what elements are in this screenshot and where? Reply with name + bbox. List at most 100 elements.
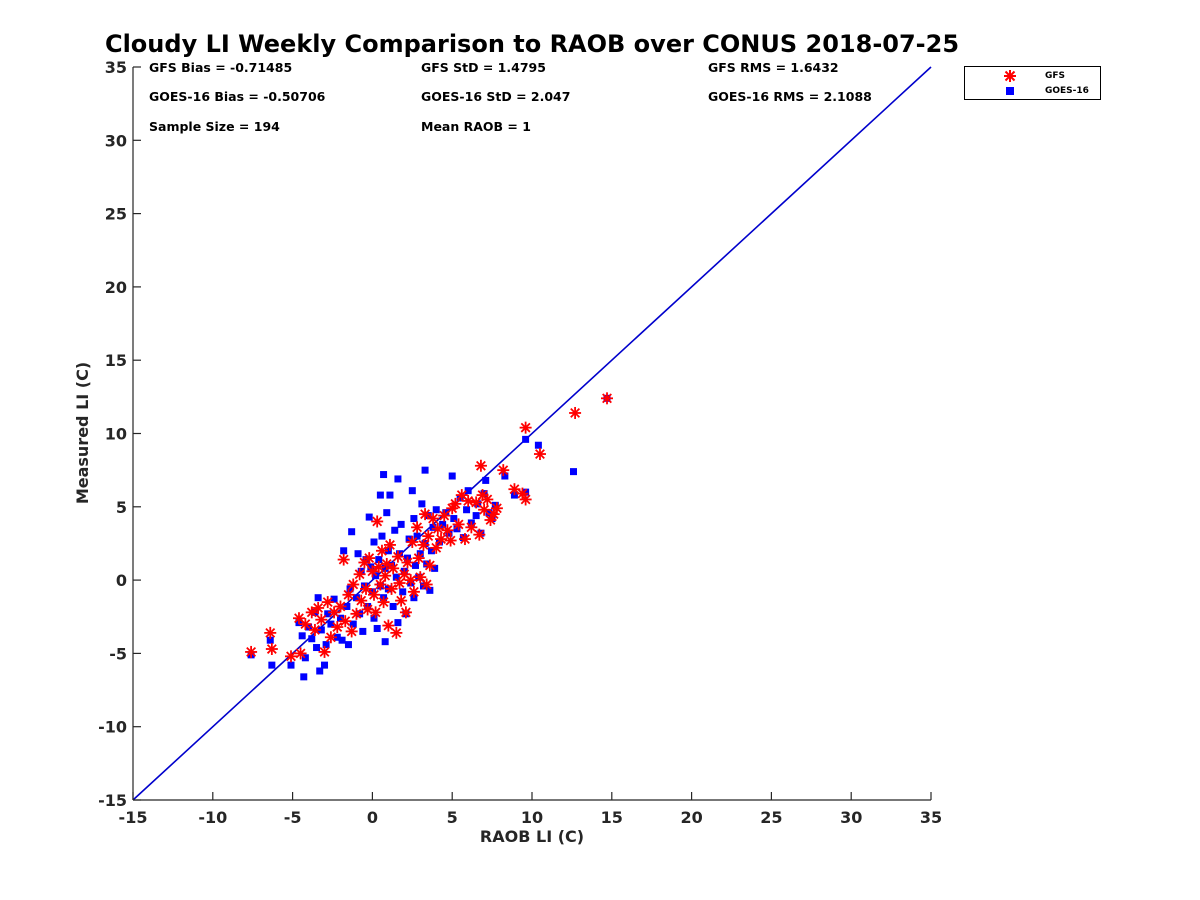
gfs-point [497, 464, 510, 477]
x-tick-label: 35 [920, 808, 942, 827]
gfs-point [519, 493, 532, 506]
square-marker-icon [1006, 87, 1014, 95]
gfs-point [245, 645, 258, 658]
goes16-point [336, 614, 344, 622]
x-tick-label: 10 [521, 808, 543, 827]
gfs-point [490, 502, 503, 515]
stat-mean-raob: Mean RAOB = 1 [421, 119, 531, 134]
y-axis-label: Measured LI (C) [73, 362, 92, 504]
goes16-point [391, 526, 399, 534]
gfs-point [455, 489, 468, 502]
gfs-point [305, 606, 318, 619]
gfs-point [337, 553, 350, 566]
gfs-point [419, 508, 432, 521]
goes16-point [381, 638, 389, 646]
goes16-point [378, 532, 386, 540]
gfs-point [369, 606, 382, 619]
gfs-point [363, 552, 376, 565]
goes16-point [313, 644, 321, 652]
gfs-point [324, 631, 337, 644]
gfs-point [411, 521, 424, 534]
gfs-point [371, 515, 384, 528]
gfs-point [345, 625, 358, 638]
goes16-point [375, 556, 383, 564]
goes16-point [266, 636, 274, 644]
stat-gfs-std: GFS StD = 1.4795 [421, 60, 546, 75]
gfs-point [458, 533, 471, 546]
gfs-point [417, 538, 430, 551]
gfs-point [435, 533, 448, 546]
goes16-point [287, 661, 295, 669]
gfs-point [481, 493, 494, 506]
gfs-point [474, 459, 487, 472]
legend-entry-goes16: GOES-16 [965, 84, 1100, 98]
goes16-point [448, 472, 456, 480]
goes16-point [314, 594, 322, 602]
gfs-point [383, 538, 396, 551]
stat-goes-std: GOES-16 StD = 2.047 [421, 89, 571, 104]
gfs-point [444, 534, 457, 547]
goes16-point [368, 588, 376, 596]
goes16-point [386, 491, 394, 499]
gfs-point [519, 421, 532, 434]
goes16-point [534, 441, 542, 449]
gfs-point [422, 530, 435, 543]
goes16-point [435, 538, 443, 546]
goes16-point [383, 509, 391, 517]
ticks-layer: -15 -10 -5 0 5 10 15 20 25 30 35 -15 -10 -5 0 5 10 15 20 25… [98, 58, 942, 827]
x-tick-label: 20 [680, 808, 702, 827]
gfs-point [367, 588, 380, 601]
gfs-point [420, 578, 433, 591]
goes16-point [362, 556, 370, 564]
goes16-point [268, 661, 276, 669]
y-tick-label: 15 [105, 351, 127, 370]
goes16-point [394, 475, 402, 483]
y-tick-label: 35 [105, 58, 127, 77]
goes16-point [397, 520, 405, 528]
goes16-point [301, 654, 309, 662]
goes16-point [370, 614, 378, 622]
gfs-point [391, 550, 404, 563]
goes16-point [463, 506, 471, 514]
goes16-point [365, 513, 373, 521]
y-tick-label: 20 [105, 278, 127, 297]
goes16-point [321, 661, 329, 669]
goes16-point [413, 532, 421, 540]
goes16-point [300, 673, 308, 681]
goes16-point [423, 560, 431, 568]
gfs-point [407, 585, 420, 598]
goes16-point [357, 567, 365, 575]
goes16-point [343, 602, 351, 610]
goes16-point [445, 529, 453, 537]
gfs-point [331, 621, 344, 634]
y-tick-label: 0 [116, 571, 127, 590]
gfs-point [321, 596, 334, 609]
gfs-point [366, 565, 379, 578]
gfs-point [430, 541, 443, 554]
x-axis-label: RAOB LI (C) [480, 827, 584, 846]
one-to-one-line [132, 66, 932, 801]
goes16-point [432, 506, 440, 514]
y-tick-label: -15 [98, 791, 127, 810]
stat-sample-size: Sample Size = 194 [149, 119, 280, 134]
x-tick-label: -15 [119, 808, 148, 827]
gfs-point [315, 613, 328, 626]
gfs-point [438, 509, 451, 522]
goes16-point [396, 550, 404, 558]
gfs-point [379, 569, 392, 582]
legend-label-goes16: GOES-16 [1045, 86, 1089, 96]
goes16-point [453, 525, 461, 533]
gfs-point [299, 618, 312, 631]
goes16-point [450, 515, 458, 523]
goes16-point [370, 538, 378, 546]
gfs-point [265, 643, 278, 656]
gfs-point [264, 626, 277, 639]
goes16-point [388, 561, 396, 569]
stat-goes-bias: GOES-16 Bias = -0.50706 [149, 89, 326, 104]
goes16-point [324, 610, 332, 618]
goes16-point [348, 528, 356, 536]
goes16-point [330, 595, 338, 603]
gfs-point [318, 645, 331, 658]
goes16-point [418, 500, 426, 508]
gfs-point [462, 494, 475, 507]
